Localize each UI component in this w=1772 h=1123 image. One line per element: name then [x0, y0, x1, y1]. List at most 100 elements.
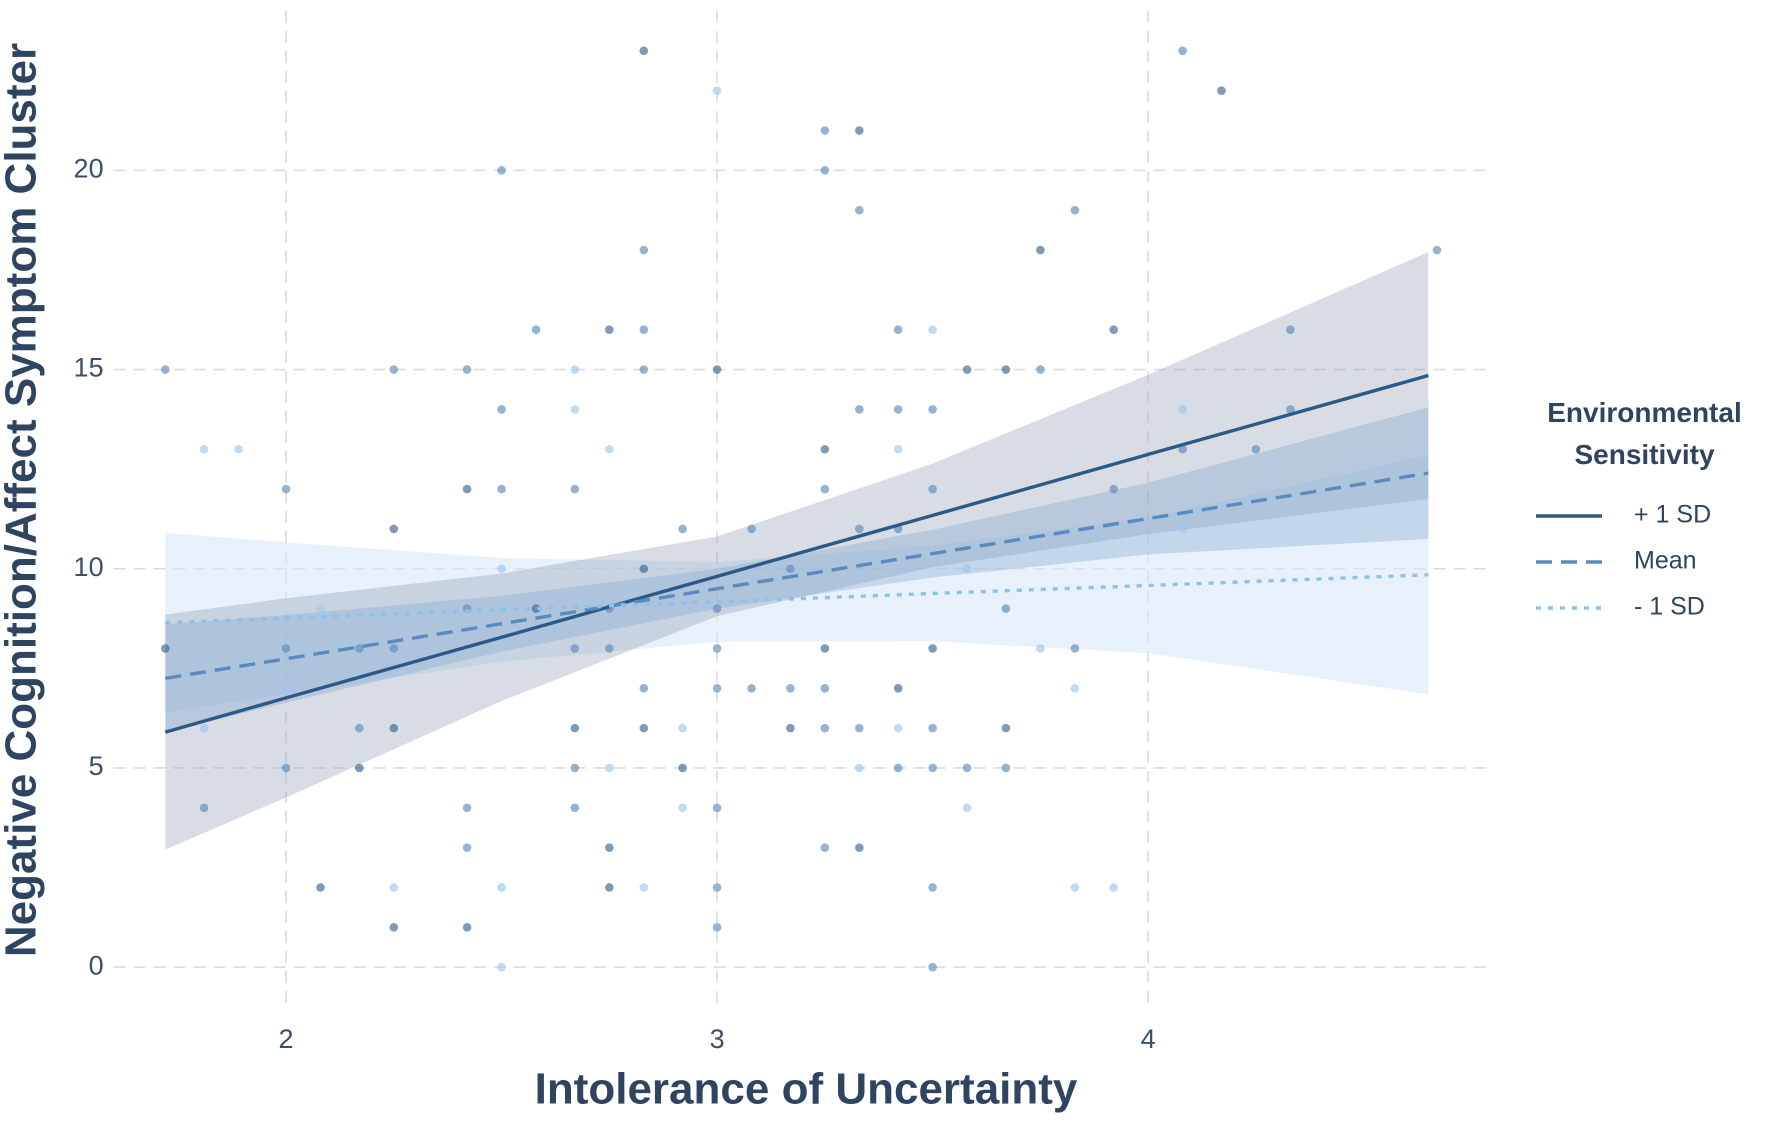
- data-point: [639, 245, 649, 255]
- data-point: [389, 723, 399, 733]
- data-point: [1036, 365, 1045, 374]
- data-point: [497, 484, 506, 494]
- data-point: [316, 883, 325, 892]
- confidence-band: [165, 455, 1429, 713]
- data-point: [747, 524, 756, 534]
- data-point: [1109, 484, 1118, 494]
- data-point: [497, 405, 506, 414]
- data-point: [855, 843, 864, 852]
- data-point: [855, 405, 864, 414]
- confidence-band: [165, 407, 1429, 733]
- data-point: [1001, 763, 1011, 773]
- data-point: [281, 484, 291, 494]
- data-point: [1070, 644, 1080, 653]
- data-point: [678, 723, 687, 733]
- data-point: [712, 644, 722, 653]
- data-point: [639, 683, 649, 693]
- data-point: [497, 564, 506, 574]
- data-point: [639, 883, 649, 892]
- data-point: [234, 444, 243, 454]
- data-point: [497, 166, 506, 175]
- data-point: [712, 86, 722, 95]
- data-point: [199, 444, 209, 454]
- data-point: [678, 763, 687, 773]
- x-tick-label: 2: [279, 1024, 294, 1054]
- data-point: [639, 46, 649, 56]
- data-point: [820, 723, 830, 733]
- data-point: [928, 484, 937, 494]
- data-point: [570, 723, 580, 733]
- data-point: [355, 644, 364, 653]
- data-point: [1070, 683, 1080, 693]
- data-point: [605, 644, 614, 653]
- data-point: [962, 803, 972, 813]
- legend-title: Environmental Sensitivity: [1547, 397, 1742, 470]
- data-point: [1178, 444, 1187, 454]
- data-point: [605, 883, 614, 892]
- data-point: [355, 723, 364, 733]
- data-point: [893, 444, 903, 454]
- data-point: [531, 604, 541, 613]
- data-point: [570, 763, 580, 773]
- y-tick-label: 10: [74, 552, 104, 582]
- data-point: [639, 723, 649, 733]
- data-point: [962, 763, 972, 773]
- data-point: [855, 126, 864, 135]
- data-point: [1036, 245, 1045, 255]
- data-point: [389, 644, 399, 653]
- data-point: [605, 325, 614, 335]
- data-point: [1178, 46, 1187, 56]
- data-point: [820, 444, 830, 454]
- x-tick-label: 3: [710, 1024, 725, 1054]
- data-point: [570, 484, 580, 494]
- data-point: [928, 644, 937, 653]
- y-axis-title: Negative Cognition/Affect Symptom Cluste…: [0, 43, 46, 957]
- data-point: [1001, 604, 1011, 613]
- data-point: [1178, 524, 1187, 534]
- data-point: [928, 405, 937, 414]
- data-point: [497, 962, 506, 972]
- data-point: [462, 484, 472, 494]
- data-point: [893, 763, 903, 773]
- data-point: [1217, 86, 1226, 95]
- data-point: [1001, 723, 1011, 733]
- data-point: [712, 365, 722, 374]
- data-point: [281, 763, 291, 773]
- data-point: [855, 723, 864, 733]
- data-point: [712, 604, 722, 613]
- data-point: [281, 683, 291, 693]
- data-point: [570, 644, 580, 653]
- regression-line: [165, 471, 1429, 680]
- data-point: [639, 325, 649, 335]
- data-point: [639, 365, 649, 374]
- data-point: [786, 723, 795, 733]
- data-point: [1109, 883, 1118, 892]
- data-point: [712, 923, 722, 932]
- data-point: [712, 683, 722, 693]
- data-point: [639, 564, 649, 574]
- data-point: [786, 683, 795, 693]
- data-point: [712, 883, 722, 892]
- data-point: [855, 763, 864, 773]
- data-point: [570, 803, 580, 813]
- data-point: [531, 325, 541, 335]
- regression-line: [165, 573, 1429, 625]
- data-point: [605, 444, 614, 454]
- data-point: [462, 365, 472, 374]
- data-point: [1036, 644, 1045, 653]
- data-point: [161, 365, 170, 374]
- data-point: [820, 126, 830, 135]
- confidence-band: [165, 252, 1429, 850]
- data-point: [893, 405, 903, 414]
- data-point: [1001, 365, 1011, 374]
- data-point: [389, 923, 399, 932]
- data-point: [712, 803, 722, 813]
- data-point: [786, 564, 795, 574]
- data-point: [1070, 883, 1080, 892]
- data-point: [820, 843, 830, 852]
- data-point: [820, 644, 830, 653]
- data-point: [389, 524, 399, 534]
- data-point: [497, 883, 506, 892]
- data-point: [893, 683, 903, 693]
